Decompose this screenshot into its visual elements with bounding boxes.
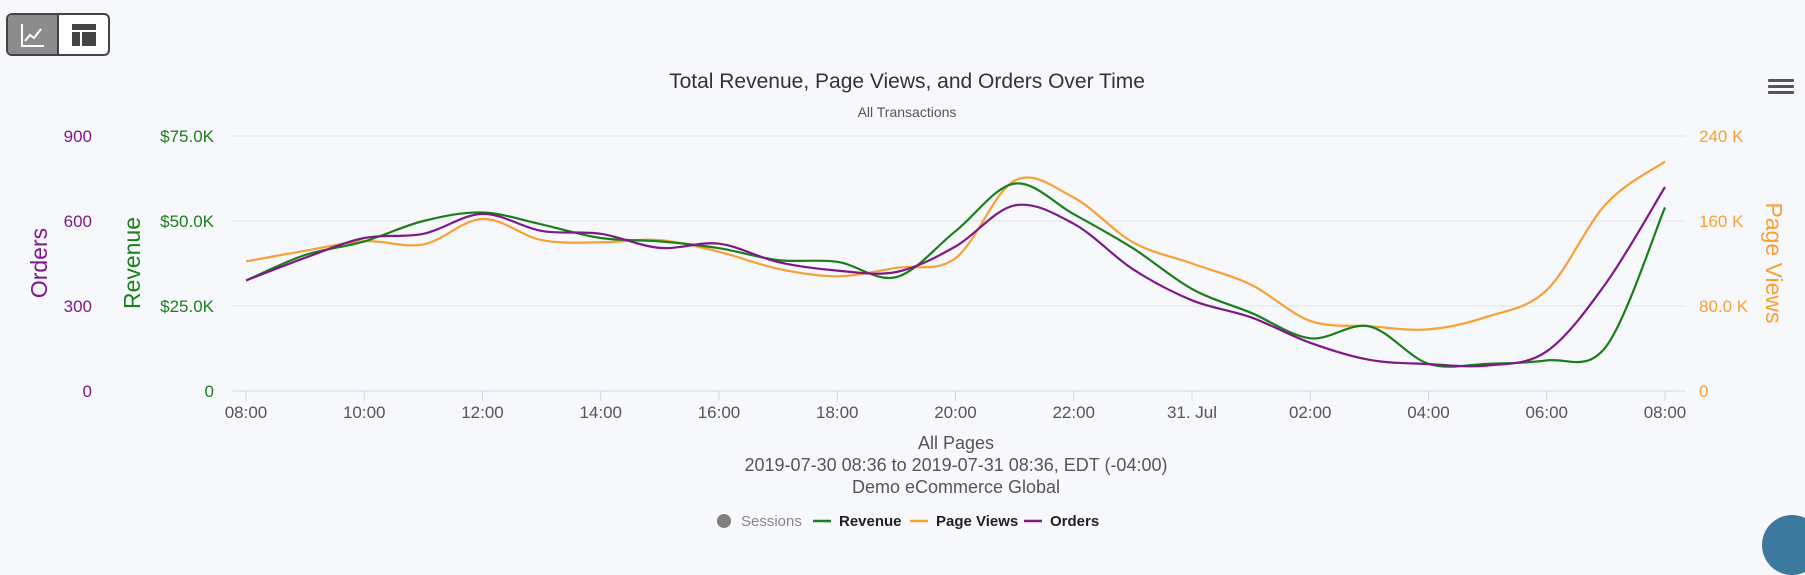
x-tick-label: 22:00 [1052,403,1095,422]
x-tick-label: 02:00 [1289,403,1332,422]
hamburger-menu-icon[interactable] [1768,76,1794,98]
x-tick-label: 16:00 [698,403,741,422]
x-tick-label: 08:00 [225,403,268,422]
chart: Total Revenue, Page Views, and Orders Ov… [26,70,1787,530]
x-tick-label: 04:00 [1407,403,1450,422]
x-tick-label: 14:00 [579,403,622,422]
chart-caption-line: All Pages [918,433,994,453]
revenue-axis-tick-label: $75.0K [160,127,215,146]
page-views-axis-title: Page Views [1761,202,1787,323]
page-views-axis-tick-label: 0 [1699,382,1708,401]
orders-axis-tick-label: 300 [64,297,92,316]
x-tick-label: 20:00 [934,403,977,422]
table-view-button[interactable] [57,15,108,54]
legend-page-views-label: Page Views [936,513,1018,530]
orders-axis-tick-label: 600 [64,212,92,231]
revenue-axis-title: Revenue [119,217,145,309]
x-tick-label: 10:00 [343,403,386,422]
x-tick-label: 12:00 [461,403,504,422]
series-line-orders [245,186,1666,368]
chart-caption-line: 2019-07-30 08:36 to 2019-07-31 08:36, ED… [745,455,1168,475]
legend-sessions-marker [717,514,731,528]
x-tick-label: 08:00 [1644,403,1687,422]
x-tick-label: 06:00 [1525,403,1568,422]
chart-subtitle: All Transactions [858,104,957,120]
revenue-axis-tick-label: 0 [205,382,214,401]
revenue-axis-tick-label: $25.0K [160,297,215,316]
revenue-axis-tick-label: $50.0K [160,212,215,231]
page-views-axis-tick-label: 160 K [1699,212,1744,231]
series-line-page-views [245,160,1666,331]
legend-sessions-label: Sessions [741,513,802,530]
chart-view-button[interactable] [8,15,57,54]
legend-orders-label: Orders [1050,513,1099,530]
page-views-axis-tick-label: 80.0 K [1699,297,1749,316]
table-icon [71,23,96,46]
x-tick-label: 18:00 [816,403,859,422]
view-toggle [6,13,110,56]
legend-revenue-label: Revenue [839,513,902,530]
series-line-revenue [245,182,1667,368]
x-tick-label: 31. Jul [1167,403,1217,422]
orders-axis-tick-label: 900 [64,127,92,146]
line-chart-icon [20,23,44,47]
chart-caption-line: Demo eCommerce Global [852,477,1060,497]
chart-title: Total Revenue, Page Views, and Orders Ov… [669,70,1145,93]
orders-axis-tick-label: 0 [83,382,92,401]
orders-axis-title: Orders [26,228,52,298]
page-views-axis-tick-label: 240 K [1699,127,1744,146]
